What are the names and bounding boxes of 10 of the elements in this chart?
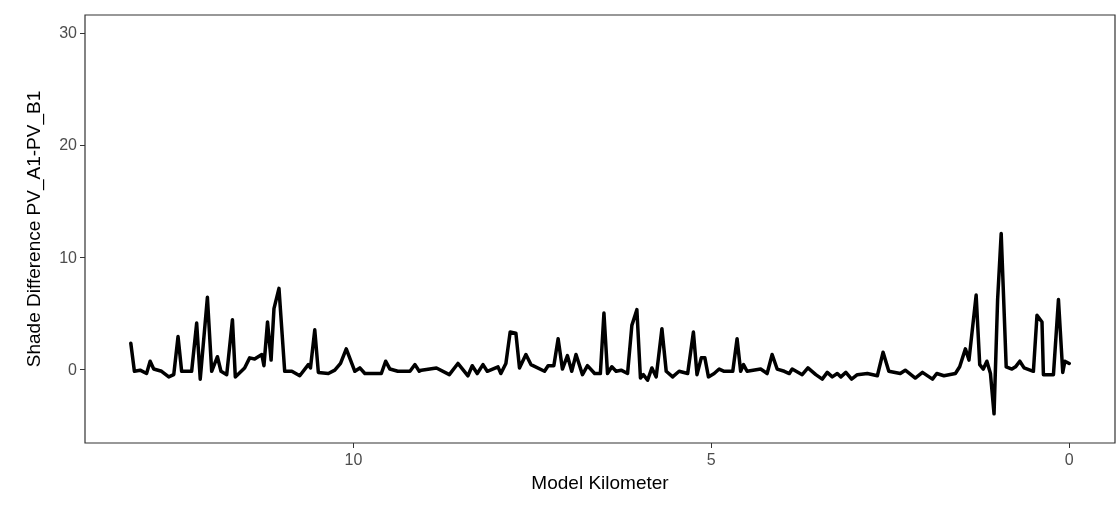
line-series bbox=[129, 231, 1071, 416]
x-tick-label: 10 bbox=[344, 450, 363, 468]
y-tick-label: 30 bbox=[59, 24, 78, 42]
y-tick-label: 10 bbox=[59, 248, 78, 266]
y-axis-title: Shade Difference PV_A1-PV_B1 bbox=[23, 90, 45, 368]
x-tick-label: 5 bbox=[706, 450, 716, 468]
y-tick-label: 0 bbox=[68, 360, 78, 378]
x-axis-title: Model Kilometer bbox=[531, 472, 670, 493]
x-tick-label: 0 bbox=[1064, 450, 1074, 468]
y-tick-label: 20 bbox=[59, 136, 78, 154]
